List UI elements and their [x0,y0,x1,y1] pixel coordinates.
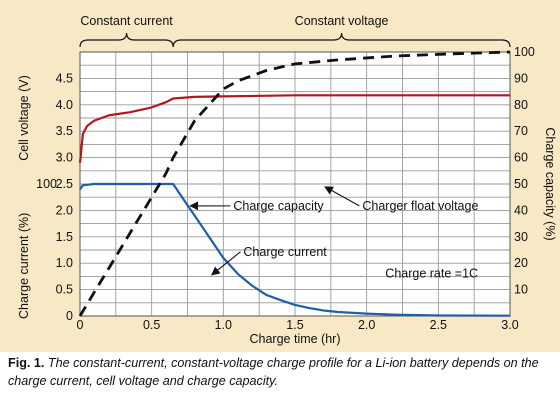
y-right-tick-label: 50 [514,177,528,191]
x-tick-label: 2.5 [430,318,447,332]
x-axis-title: Charge time (hr) [250,332,341,346]
series [78,50,511,317]
y-left-voltage-tick-label: 4.5 [56,71,73,85]
y-left-current-tick-label: 0.5 [56,283,73,297]
annotation-charge-current: Charge current [243,245,327,259]
phase-label-constant-voltage: Constant voltage [295,14,389,28]
bracket-constant-voltage [172,32,511,48]
y-right-tick-label: 100 [514,45,535,59]
y-right-tick-label: 40 [514,203,528,217]
annotation-charge-capacity: Charge capacity [233,199,324,213]
y-left-current-tick-label: 1.0 [56,256,73,270]
y-left-current-tick-label: 1.5 [56,230,73,244]
annotation-charge-current-arrow [211,251,241,276]
y-right-tick-label: 70 [514,124,528,138]
y-left-voltage-tick-label: 3.5 [56,124,73,138]
annotation-charge-rate-1c: Charge rate =1C [385,266,478,280]
x-tick-label: 1.5 [286,318,303,332]
y-right-tick-label: 90 [514,71,528,85]
figure-caption: Fig. 1. The constant-current, constant-v… [8,354,554,390]
y-left-voltage-title: Cell voltage (V) [17,75,31,160]
y-right-tick-label: 80 [514,98,528,112]
series-charge-capacity [78,50,511,317]
x-tick-label: 1.0 [215,318,232,332]
axes: 0 0.5 1.0 1.5 2.0 2.5 3.0 Charge time (hr) 3.0 3.… [17,45,557,346]
y-right-tick-label: 30 [514,230,528,244]
y-right-title: Charge capacity (%) [543,127,557,240]
x-tick-label: 0.5 [143,318,160,332]
y-right-tick-label: 10 [514,283,528,297]
y-right-tick-label: 60 [514,151,528,165]
y-left-current-title: Charge current (%) [17,213,31,319]
annotation-charger-float-voltage: Charger float voltage [362,199,478,213]
series-charger-float-voltage [78,94,510,164]
x-tick-label: 2.0 [358,318,375,332]
series-charge-current [79,182,511,317]
bracket-constant-current [79,32,174,48]
annotation-charger-float-voltage-arrow [324,186,360,207]
phase-brackets: Constant current Constant voltage [79,14,511,48]
y-left-current-tick-label: 2.5 [56,177,73,191]
caption-body: The constant-current, constant-voltage c… [8,356,539,388]
annotations: Charge capacity Charger float voltage Char… [189,186,478,280]
y-left-voltage-tick-label: 3.0 [56,151,73,165]
caption-lead: Fig. 1. [8,356,45,370]
x-tick-label: 0 [77,318,84,332]
x-tick-label: 3.0 [501,318,518,332]
y-left-current-tick-label: 2.0 [56,203,73,217]
chart: Constant current Constant voltage 0 0.5 1.0… [17,14,557,346]
y-left-voltage-tick-label: 4.0 [56,98,73,112]
phase-label-constant-current: Constant current [80,14,173,28]
y-right-tick-label: 20 [514,256,528,270]
plot-frame [79,51,511,317]
y-left-current-max-label: 100 [36,177,57,191]
y-left-current-tick-label: 0 [66,309,73,323]
